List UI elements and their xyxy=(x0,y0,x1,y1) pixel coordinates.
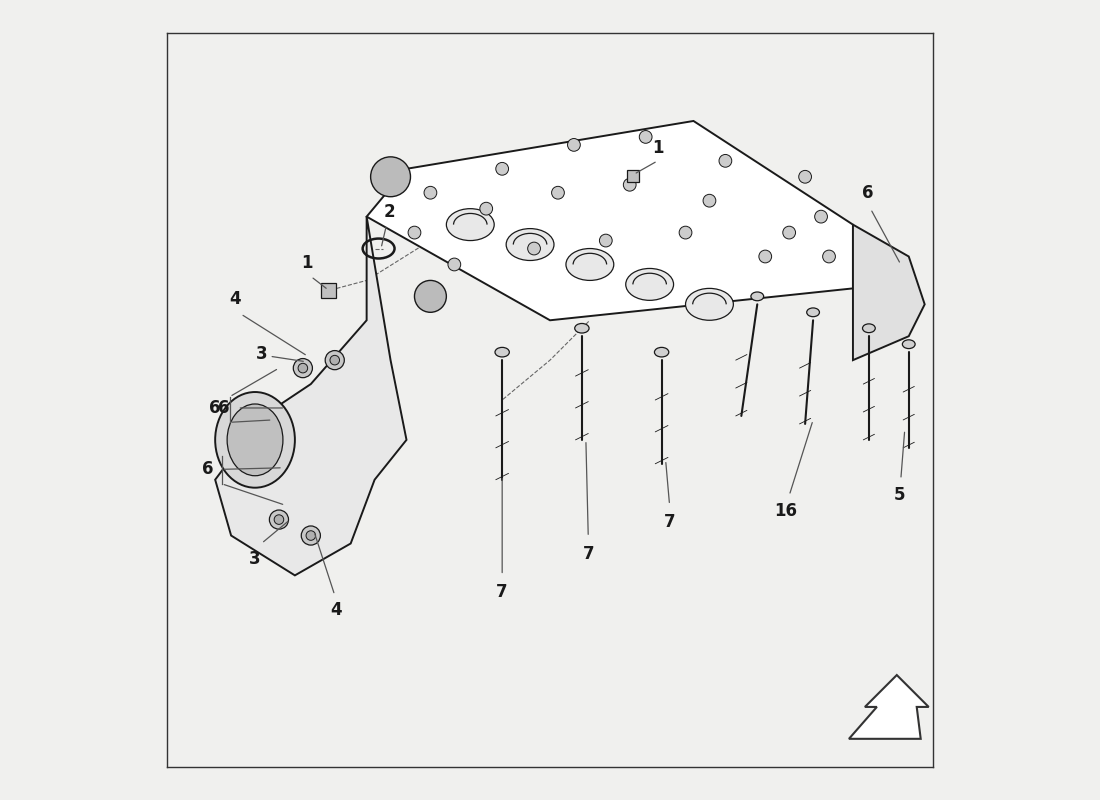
Ellipse shape xyxy=(565,249,614,281)
Circle shape xyxy=(301,526,320,545)
Circle shape xyxy=(448,258,461,271)
Circle shape xyxy=(274,515,284,524)
Circle shape xyxy=(703,194,716,207)
Ellipse shape xyxy=(654,347,669,357)
Circle shape xyxy=(294,358,312,378)
Circle shape xyxy=(415,281,447,312)
FancyBboxPatch shape xyxy=(627,170,639,182)
Circle shape xyxy=(270,510,288,529)
Circle shape xyxy=(424,186,437,199)
Ellipse shape xyxy=(447,209,494,241)
Text: 1: 1 xyxy=(652,139,663,157)
Text: 5: 5 xyxy=(893,486,905,504)
Circle shape xyxy=(496,162,508,175)
Ellipse shape xyxy=(626,269,673,300)
Polygon shape xyxy=(366,121,852,320)
Circle shape xyxy=(639,130,652,143)
Text: 6: 6 xyxy=(861,184,873,202)
Ellipse shape xyxy=(751,292,763,301)
Text: 6: 6 xyxy=(209,399,221,417)
Ellipse shape xyxy=(902,340,915,349)
Ellipse shape xyxy=(495,347,509,357)
Ellipse shape xyxy=(227,404,283,476)
Text: 3: 3 xyxy=(255,345,267,362)
Text: 6: 6 xyxy=(202,460,213,478)
Text: 7: 7 xyxy=(663,514,675,531)
Circle shape xyxy=(480,202,493,215)
Circle shape xyxy=(600,234,613,247)
Ellipse shape xyxy=(574,323,590,333)
Text: 1: 1 xyxy=(301,254,312,273)
Circle shape xyxy=(298,363,308,373)
Text: 4: 4 xyxy=(330,601,342,619)
Circle shape xyxy=(408,226,421,239)
Polygon shape xyxy=(852,225,925,360)
Text: 7: 7 xyxy=(496,583,508,602)
Circle shape xyxy=(326,350,344,370)
Text: 7: 7 xyxy=(583,545,594,563)
Circle shape xyxy=(815,210,827,223)
Circle shape xyxy=(528,242,540,255)
Ellipse shape xyxy=(862,324,876,333)
Circle shape xyxy=(759,250,771,263)
Text: 6: 6 xyxy=(218,399,230,417)
Ellipse shape xyxy=(506,229,554,261)
Circle shape xyxy=(330,355,340,365)
Circle shape xyxy=(679,226,692,239)
Ellipse shape xyxy=(685,288,734,320)
Text: 4: 4 xyxy=(229,290,241,308)
Circle shape xyxy=(568,138,581,151)
Text: 16: 16 xyxy=(774,502,798,520)
Circle shape xyxy=(823,250,835,263)
Circle shape xyxy=(719,154,732,167)
Circle shape xyxy=(783,226,795,239)
Circle shape xyxy=(551,186,564,199)
Text: 3: 3 xyxy=(250,550,261,568)
Circle shape xyxy=(799,170,812,183)
Text: 2: 2 xyxy=(383,202,395,221)
Ellipse shape xyxy=(806,308,820,317)
Circle shape xyxy=(306,530,316,540)
Circle shape xyxy=(624,178,636,191)
Polygon shape xyxy=(849,675,928,739)
FancyBboxPatch shape xyxy=(321,283,337,298)
Circle shape xyxy=(371,157,410,197)
Polygon shape xyxy=(216,217,407,575)
Ellipse shape xyxy=(216,392,295,488)
